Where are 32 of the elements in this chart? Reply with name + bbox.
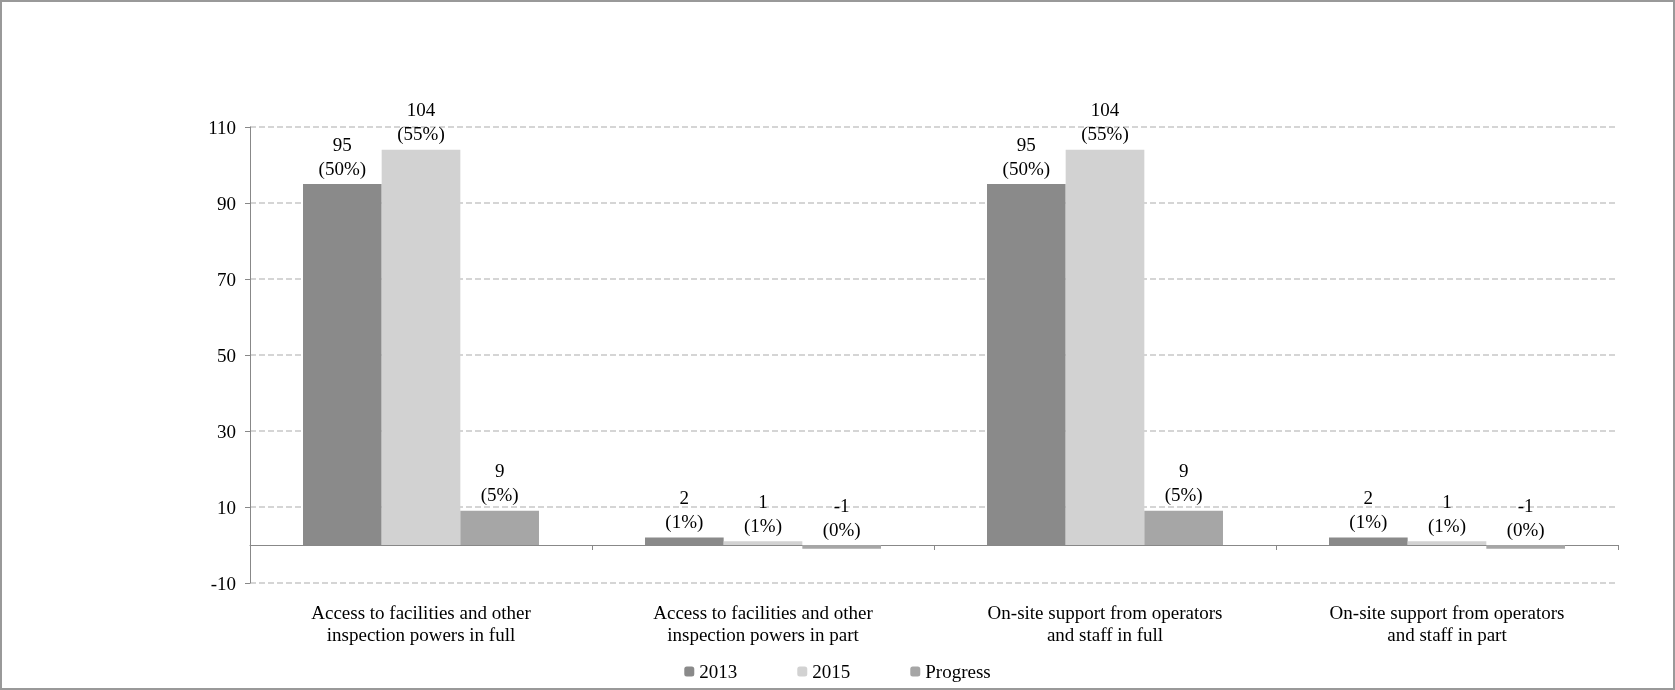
bar [1486,545,1565,549]
legend-label: 2013 [699,661,738,682]
x-tick-label: Access to facilities and other inspection powers in part [653,601,874,645]
legend-label: Progress [925,661,991,682]
legend-label: 2015 [812,661,851,682]
x-tick-label: On-site support from operators and staff in part [1329,601,1565,645]
y-tick-label: -10 [210,572,236,594]
data-label: 2 (1%) [1349,486,1388,533]
y-tick-label: 90 [217,192,236,214]
bar [723,541,803,545]
y-tick-label: 30 [217,420,236,442]
y-tick-label: 50 [217,344,236,366]
y-tick-label: 110 [208,116,236,138]
bar [1407,541,1487,545]
bar [802,545,881,549]
data-label: -1 (0%) [1506,494,1545,541]
y-tick-label: 10 [217,496,236,518]
data-label: -1 (0%) [822,494,861,541]
data-label: 9 (5%) [1164,460,1203,507]
data-label: 95 (50%) [1002,133,1051,180]
x-tick-label: Access to facilities and other inspection powers in full [311,601,532,645]
data-label: 2 (1%) [665,486,704,533]
data-label: 1 (1%) [744,490,782,537]
data-label: 104 (55%) [397,99,445,146]
bar [460,510,539,545]
x-tick-label: On-site support from operators and staff in full [987,601,1223,645]
data-label: 95 (50%) [318,133,367,180]
data-label: 1 (1%) [1428,490,1466,537]
bar [1144,510,1223,545]
data-label: 104 (55%) [1081,99,1129,146]
data-label: 9 (5%) [480,460,519,507]
y-tick-label: 70 [217,268,236,290]
